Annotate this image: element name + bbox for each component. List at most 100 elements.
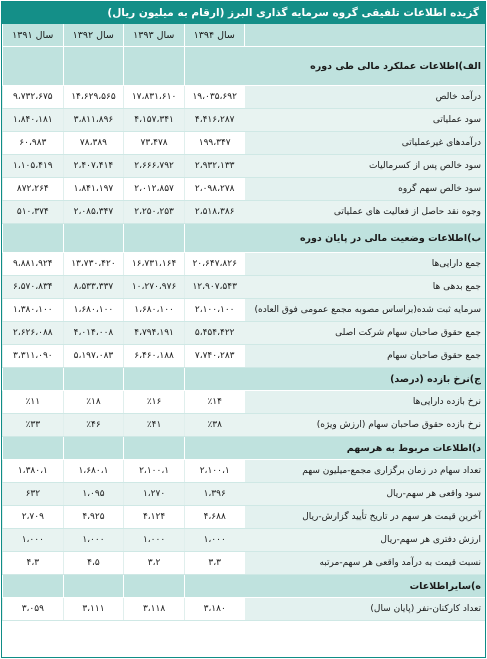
table-row: آخرین قیمت هر سهم در تاریخ تأیید گزارش-ر…: [2, 506, 485, 529]
value-cell: ۱۲،۹۰۷،۵۴۳: [183, 276, 245, 298]
value-cell: ۲،۰۱۲،۸۵۷: [123, 178, 184, 200]
section-title: ه)سایراطلاعات: [409, 580, 481, 592]
value-cell: ۱۷،۸۳۱،۶۱۰: [123, 86, 184, 108]
section-empty-cell: [62, 575, 124, 597]
value-cell: ۱۰،۲۷۰،۹۷۶: [123, 276, 184, 298]
table-row: جمع بدهی ها ۱۲،۹۰۷،۵۴۳ ۱۰،۲۷۰،۹۷۶ ۸،۵۳۳،۳۳۷…: [2, 276, 485, 299]
value-cell: ۱،۶۸۰،۱۰۰: [123, 299, 184, 321]
section-header: ه)سایراطلاعات: [2, 575, 485, 598]
value-cell: ۱،۸۴۰،۱۸۱: [2, 109, 63, 131]
section-empty-cell: [62, 224, 124, 252]
table-row: نسبت قیمت به درآمد واقعی هر سهم-مرتبه ۳،۳…: [2, 552, 485, 575]
section-empty-cell: [123, 437, 184, 459]
table-row: جمع حقوق صاحبان سهام شرکت اصلی ۵،۴۵۴،۴۲۲ ۴…: [2, 322, 485, 345]
section-empty-cell: [62, 47, 124, 85]
value-cell: ۳،۲: [123, 552, 184, 574]
value-cell: ۱۹،۰۳۵،۶۹۲: [183, 86, 245, 108]
section-empty-cell: [183, 575, 245, 597]
value-cell: ۱،۳۹۶: [183, 483, 245, 505]
value-cell: ٪۳۳: [2, 414, 63, 436]
section-empty-cell: [123, 224, 184, 252]
value-cell: ۳،۳: [183, 552, 245, 574]
value-cell: ۶۳۲: [2, 483, 63, 505]
row-label: جمع حقوق صاحبان سهام شرکت اصلی: [244, 322, 485, 344]
section-empty-cell: [123, 47, 184, 85]
value-cell: ۴،۰۱۴،۰۰۸: [62, 322, 124, 344]
row-label: نرخ بازده دارایی‌ها: [244, 391, 485, 413]
value-cell: ۵،۱۹۷،۰۸۳: [62, 345, 124, 367]
value-cell: ۳،۰۵۹: [2, 598, 63, 620]
value-cell: ۳،۸۱۱،۸۹۶: [62, 109, 124, 131]
section-title: الف)اطلاعات عملکرد مالی طی دوره: [310, 60, 481, 72]
row-label: درآمد خالص: [244, 86, 485, 108]
value-cell: ۱،۰۰۰: [2, 529, 63, 551]
value-cell: ۴،۱۲۴: [123, 506, 184, 528]
value-cell: ۸۷۲،۲۶۴: [2, 178, 63, 200]
section-header: ج)نرخ بازده (درصد): [2, 368, 485, 391]
value-cell: ۱۳،۷۳۰،۴۲۰: [62, 253, 124, 275]
value-cell: ۱،۸۴۱،۱۹۷: [62, 178, 124, 200]
table-title: گزیده اطلاعات تلفیقی گروه سرمایه گذاری ا…: [2, 2, 485, 24]
section-empty-cell: [183, 224, 245, 252]
value-cell: ۶،۵۷۰،۸۳۴: [2, 276, 63, 298]
value-cell: ۱،۱۰۵،۴۱۹: [2, 155, 63, 177]
column-header-1391: سال ۱۳۹۱: [2, 24, 63, 46]
table-row: تعداد سهام در زمان برگزاری مجمع-میلیون س…: [2, 460, 485, 483]
value-cell: ۲،۱۰۰،۱: [183, 460, 245, 482]
value-cell: ۲،۶۲۶،۰۸۸: [2, 322, 63, 344]
value-cell: ۲،۹۳۲،۱۳۳: [183, 155, 245, 177]
section-empty-cell: [62, 368, 124, 390]
value-cell: ۳،۱۸۰: [183, 598, 245, 620]
section-empty-cell: [2, 368, 63, 390]
value-cell: ۶،۴۶۰،۱۸۸: [123, 345, 184, 367]
table-row: درآمدهای غیرعملیاتی ۱۹۹،۳۴۷ ۷۳،۴۷۸ ۷۸،۳۸۹ ۶۰…: [2, 132, 485, 155]
section-empty-cell: [2, 224, 63, 252]
section-empty-cell: [183, 437, 245, 459]
row-label: سود واقعی هر سهم-ریال: [244, 483, 485, 505]
row-label: درآمدهای غیرعملیاتی: [244, 132, 485, 154]
value-cell: ۲،۰۹۸،۲۷۸: [183, 178, 245, 200]
value-cell: ٪۱۶: [123, 391, 184, 413]
section-empty-cell: [123, 368, 184, 390]
value-cell: ۳،۱۱۱: [62, 598, 124, 620]
value-cell: ۴،۴۱۶،۲۸۷: [183, 109, 245, 131]
section-title: ب)اطلاعات وضعیت مالی در پایان دوره: [299, 232, 481, 244]
value-cell: ۴،۷۹۴،۱۹۱: [123, 322, 184, 344]
value-cell: ۴،۱۵۷،۳۴۱: [123, 109, 184, 131]
row-label: سود خالص سهم گروه: [244, 178, 485, 200]
value-cell: ۱،۰۹۵: [62, 483, 124, 505]
value-cell: ۴،۳: [2, 552, 63, 574]
table-row: ارزش دفتری هر سهم-ریال ۱،۰۰۰ ۱،۰۰۰ ۱،۰۰۰ ۱،۰…: [2, 529, 485, 552]
value-cell: ۷،۷۴۰،۲۸۳: [183, 345, 245, 367]
row-label: تعداد کارکنان-نفر (پایان سال): [244, 598, 485, 620]
section-empty-cell: [123, 575, 184, 597]
value-cell: ۱،۰۰۰: [62, 529, 124, 551]
value-cell: ۱،۰۰۰: [183, 529, 245, 551]
column-header-1394: سال ۱۳۹۴: [183, 24, 245, 46]
row-label: نسبت قیمت به درآمد واقعی هر سهم-مرتبه: [244, 552, 485, 574]
row-label: جمع حقوق صاحبان سهام: [244, 345, 485, 367]
table-body: الف)اطلاعات عملکرد مالی طی دوره درآمد خال…: [2, 47, 485, 621]
row-label: سود عملیاتی: [244, 109, 485, 131]
value-cell: ۱،۶۸۰،۱۰۰: [62, 299, 124, 321]
column-header-row: سال ۱۳۹۴ سال ۱۳۹۳ سال ۱۳۹۲ سال ۱۳۹۱: [2, 24, 485, 47]
value-cell: ۴،۶۸۸: [183, 506, 245, 528]
value-cell: ۲،۱۰۰،۱۰۰: [183, 299, 245, 321]
value-cell: ۱،۲۷۰: [123, 483, 184, 505]
value-cell: ۸،۵۳۳،۳۳۷: [62, 276, 124, 298]
value-cell: ۲،۰۸۵،۳۴۷: [62, 201, 124, 223]
value-cell: ۳،۱۱۸: [123, 598, 184, 620]
value-cell: ۱،۰۰۰: [123, 529, 184, 551]
value-cell: ۱،۶۸۰،۱: [62, 460, 124, 482]
value-cell: ۲،۷۰۹: [2, 506, 63, 528]
section-empty-cell: [62, 437, 124, 459]
table-row: سود خالص پس از کسرمالیات ۲،۹۳۲،۱۳۳ ۲،۶۶۶،۷…: [2, 155, 485, 178]
value-cell: ٪۱۴: [183, 391, 245, 413]
section-empty-cell: [2, 575, 63, 597]
column-header-1392: سال ۱۳۹۲: [62, 24, 124, 46]
value-cell: ۵۱۰،۳۷۴: [2, 201, 63, 223]
value-cell: ۴،۵: [62, 552, 124, 574]
value-cell: ٪۱۱: [2, 391, 63, 413]
table-row: سود عملیاتی ۴،۴۱۶،۲۸۷ ۴،۱۵۷،۳۴۱ ۳،۸۱۱،۸۹۶ ۱،…: [2, 109, 485, 132]
